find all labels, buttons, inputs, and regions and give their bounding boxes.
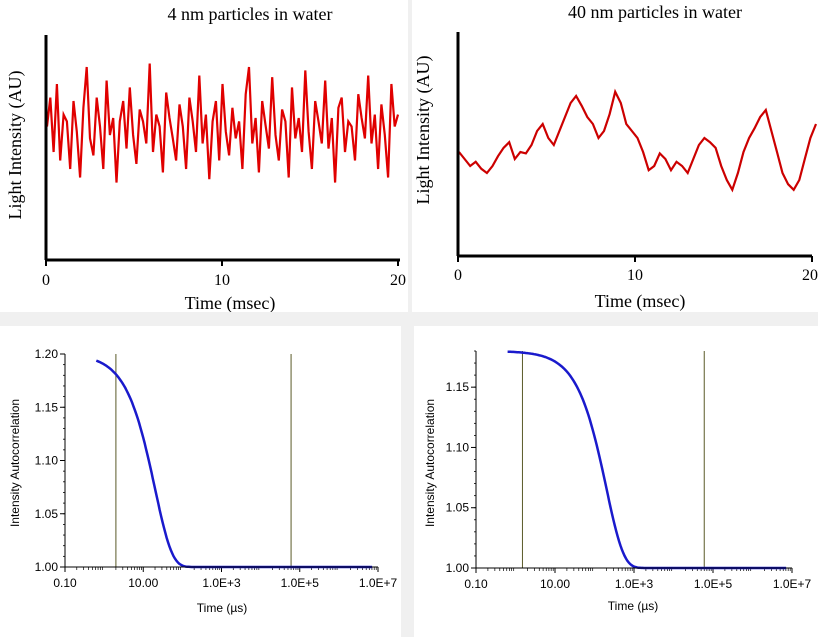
x-tick-label: 20	[802, 267, 818, 284]
chart-panel-autocorr-40nm: Intensity Autocorrelation Time (µs) 1.00…	[414, 326, 818, 637]
x-tick-label: 10	[627, 267, 643, 284]
x-tick-label: 0	[454, 267, 462, 284]
intensity-chart-4nm: 4 nm particles in water Light Intensity …	[5, 4, 406, 312]
chart-panel-40nm: 40 nm particles in water Light Intensity…	[412, 0, 818, 312]
y-tick-label: 1.10	[35, 454, 59, 468]
x-tick-label: 0.10	[464, 577, 488, 591]
y-tick-label: 1.15	[35, 400, 59, 414]
chart-title: 40 nm particles in water	[568, 2, 742, 22]
y-tick-label: 1.10	[446, 440, 470, 454]
y-tick-label: 1.00	[35, 560, 59, 574]
autocorrelation-series-line	[507, 350, 787, 570]
y-axis-label: Light Intensity (AU)	[413, 56, 434, 205]
y-tick-label: 1.20	[35, 347, 59, 361]
x-tick-label: 20	[390, 272, 406, 289]
x-tick-label: 1.0E+5	[694, 577, 733, 591]
chart-panel-autocorr-4nm: Intensity Autocorrelation Time (µs) 1.00…	[0, 326, 401, 637]
y-tick-label: 1.05	[446, 501, 470, 515]
x-axis-label: Time (µs)	[197, 601, 247, 615]
intensity-chart-40nm: 40 nm particles in water Light Intensity…	[413, 2, 818, 312]
chart-panel-4nm: 4 nm particles in water Light Intensity …	[0, 0, 408, 312]
intensity-series-line	[458, 88, 818, 193]
x-tick-label: 1.0E+5	[281, 576, 320, 590]
x-tick-label: 1.0E+3	[202, 576, 241, 590]
y-tick-label: 1.15	[446, 380, 470, 394]
x-axis-label: Time (msec)	[595, 291, 686, 312]
x-tick-label: 0	[42, 272, 50, 289]
autocorrelation-chart-40nm: Intensity Autocorrelation Time (µs) 1.00…	[423, 350, 812, 613]
x-axis-label: Time (µs)	[608, 599, 658, 613]
x-tick-label: 10.00	[128, 576, 158, 590]
x-tick-label: 10	[214, 272, 230, 289]
x-axis-label: Time (msec)	[185, 293, 276, 312]
chart-title: 4 nm particles in water	[168, 4, 333, 24]
x-tick-label: 1.0E+7	[359, 576, 398, 590]
autocorrelation-chart-4nm: Intensity Autocorrelation Time (µs) 1.00…	[8, 347, 398, 615]
y-tick-label: 1.05	[35, 507, 59, 521]
autocorrelation-series-line	[95, 359, 373, 569]
x-tick-label: 1.0E+3	[615, 577, 654, 591]
x-tick-label: 0.10	[53, 576, 77, 590]
x-tick-label: 1.0E+7	[773, 577, 812, 591]
y-axis-label: Light Intensity (AU)	[5, 71, 26, 220]
y-axis-label: Intensity Autocorrelation	[423, 399, 437, 527]
x-tick-label: 10.00	[540, 577, 570, 591]
intensity-series-line	[45, 63, 400, 183]
y-axis-label: Intensity Autocorrelation	[8, 399, 22, 527]
y-tick-label: 1.00	[446, 561, 470, 575]
